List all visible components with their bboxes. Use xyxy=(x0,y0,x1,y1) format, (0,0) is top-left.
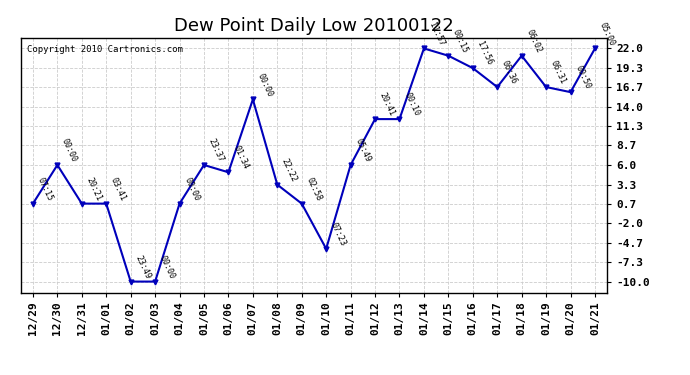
Text: 22:22: 22:22 xyxy=(280,157,299,183)
Text: 06:02: 06:02 xyxy=(524,28,543,54)
Text: 06:31: 06:31 xyxy=(549,59,568,86)
Text: Copyright 2010 Cartronics.com: Copyright 2010 Cartronics.com xyxy=(26,45,182,54)
Text: 23:37: 23:37 xyxy=(207,137,226,164)
Text: 00:00: 00:00 xyxy=(255,72,275,98)
Text: 05:49: 05:49 xyxy=(353,137,372,164)
Text: 11:57: 11:57 xyxy=(426,21,446,47)
Title: Dew Point Daily Low 20100122: Dew Point Daily Low 20100122 xyxy=(174,16,454,34)
Text: 17:56: 17:56 xyxy=(475,40,494,67)
Text: 00:50: 00:50 xyxy=(573,64,592,91)
Text: 03:41: 03:41 xyxy=(109,176,128,202)
Text: 20:41: 20:41 xyxy=(378,91,397,118)
Text: 07:15: 07:15 xyxy=(36,176,55,202)
Text: 00:00: 00:00 xyxy=(60,137,79,164)
Text: 07:23: 07:23 xyxy=(329,221,348,248)
Text: 06:36: 06:36 xyxy=(500,59,519,86)
Text: 23:49: 23:49 xyxy=(133,254,152,280)
Text: 02:58: 02:58 xyxy=(304,176,323,202)
Text: 00:00: 00:00 xyxy=(158,254,177,280)
Text: 01:34: 01:34 xyxy=(231,144,250,171)
Text: 00:10: 00:10 xyxy=(402,91,421,118)
Text: 20:21: 20:21 xyxy=(85,176,104,202)
Text: 00:00: 00:00 xyxy=(182,176,201,202)
Text: 00:15: 00:15 xyxy=(451,28,470,54)
Text: 05:00: 05:00 xyxy=(598,21,616,47)
